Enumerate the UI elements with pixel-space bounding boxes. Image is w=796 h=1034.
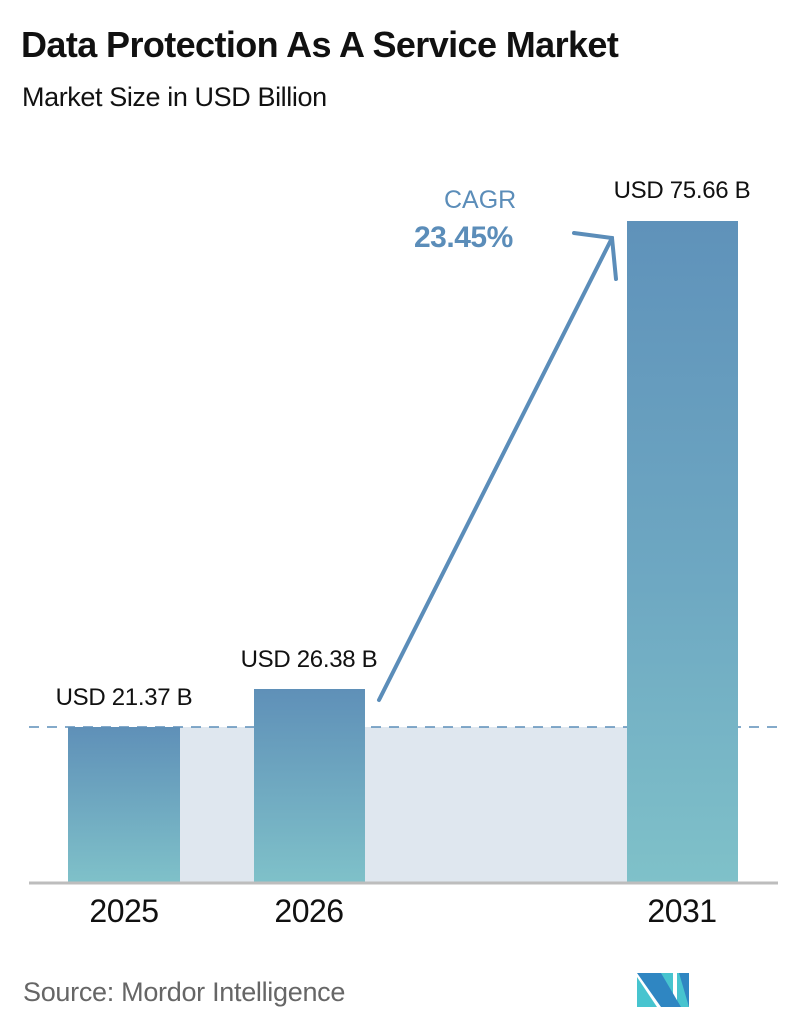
chart-subtitle: Market Size in USD Billion: [22, 82, 327, 112]
chart-title: Data Protection As A Service Market: [21, 24, 619, 65]
bar-value-label-2026: USD 26.38 B: [240, 646, 378, 673]
x-axis-label-2026: 2026: [274, 893, 344, 929]
cagr-arrow-icon: [377, 231, 618, 702]
bar-2025: [68, 727, 180, 883]
source-caption: Source: Mordor Intelligence: [23, 977, 346, 1007]
bar-value-label-2031: USD 75.66 B: [613, 177, 751, 204]
mordor-intelligence-logo-icon: [637, 973, 689, 1007]
x-axis-label-2031: 2031: [647, 893, 717, 929]
baseline-band: [180, 727, 627, 883]
cagr-value: 23.45%: [414, 221, 513, 254]
bar-2031: [627, 221, 738, 883]
cagr-label: CAGR: [444, 186, 517, 214]
bar-value-label-2025: USD 21.37 B: [55, 684, 193, 711]
bar-2026: [254, 689, 365, 883]
x-axis-label-2025: 2025: [89, 893, 159, 929]
